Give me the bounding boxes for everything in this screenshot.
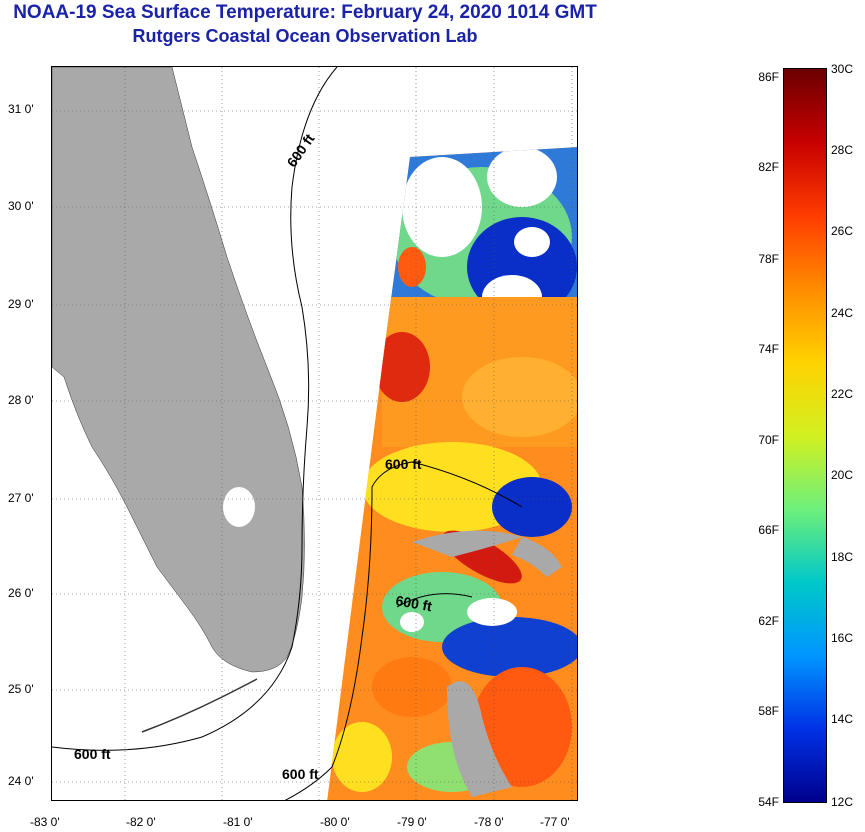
lake-okeechobee <box>223 487 255 527</box>
lon-label: -80 0' <box>320 815 350 829</box>
graticule <box>52 67 577 800</box>
sst-patch <box>442 617 577 677</box>
lon-label: -81 0' <box>223 815 253 829</box>
colorbar-f-label: 66F <box>758 523 779 537</box>
colorbar-f-label: 62F <box>758 614 779 628</box>
colorbar-c-label: 14C <box>831 712 854 726</box>
lon-label: -77 0' <box>540 815 570 829</box>
lat-label: 24 0' <box>8 774 34 788</box>
cloud-mask <box>514 227 550 257</box>
sst-patch <box>472 667 572 787</box>
contour-label: 600 ft <box>282 766 319 782</box>
bahamas-bank <box>412 530 522 557</box>
colorbar-c-label: 22C <box>831 387 854 401</box>
contour-label: 600 ft <box>385 456 422 472</box>
colorbar-c-label: 16C <box>831 631 854 645</box>
lat-label: 28 0' <box>8 393 34 407</box>
colorbar-f-label: 86F <box>758 70 779 84</box>
colorbar-f-label: 74F <box>758 342 779 356</box>
sst-patch <box>398 247 426 287</box>
lon-label: -83 0' <box>30 815 60 829</box>
sst-patch <box>374 332 430 402</box>
lat-label: 30 0' <box>8 199 34 213</box>
colorbar-f-label: 58F <box>758 704 779 718</box>
cloud-mask <box>400 612 424 632</box>
cloud-mask <box>487 147 557 207</box>
cloud-mask <box>402 157 482 257</box>
contour-label: 600 ft <box>74 746 111 762</box>
lat-label: 26 0' <box>8 586 34 600</box>
bahamas-bank <box>447 681 512 797</box>
sst-map: 600 ft 600 ft 600 ft 600 ft 600 ft <box>51 66 578 801</box>
sst-map-canvas: 600 ft 600 ft 600 ft 600 ft 600 ft <box>52 67 577 800</box>
bahamas-bank <box>512 537 562 577</box>
florida-land <box>52 67 305 673</box>
lat-label: 29 0' <box>8 297 34 311</box>
colorbar-f-label: 82F <box>758 160 779 174</box>
colorbar-c-label: 28C <box>831 143 854 157</box>
contour-label: 600 ft <box>394 592 433 614</box>
sst-patch <box>372 657 452 717</box>
colorbar-c-label: 18C <box>831 550 854 564</box>
lat-label: 31 0' <box>8 102 34 116</box>
colorbar-c-label: 26C <box>831 224 854 238</box>
colorbar-c-label: 12C <box>831 795 854 809</box>
contour-label: 600 ft <box>283 131 317 170</box>
colorbar-c-label: 20C <box>831 468 854 482</box>
sst-swath <box>327 147 577 800</box>
lat-label: 25 0' <box>8 682 34 696</box>
map-title: NOAA-19 Sea Surface Temperature: Februar… <box>13 2 597 23</box>
florida-keys <box>141 678 258 733</box>
colorbar-f-label: 54F <box>758 795 779 809</box>
colorbar-c-label: 30C <box>831 62 854 76</box>
sst-patch <box>462 357 577 437</box>
colorbar-c-label: 24C <box>831 306 854 320</box>
cloud-mask <box>467 598 517 626</box>
lat-label: 27 0' <box>8 491 34 505</box>
lon-label: -79 0' <box>397 815 427 829</box>
temperature-colorbar <box>783 68 827 803</box>
sst-patch <box>492 477 572 537</box>
colorbar-f-label: 78F <box>758 252 779 266</box>
sst-patch <box>332 722 392 792</box>
lon-label: -82 0' <box>126 815 156 829</box>
map-subtitle: Rutgers Coastal Ocean Observation Lab <box>132 26 478 46</box>
isobath-600ft <box>52 67 523 800</box>
colorbar-f-label: 70F <box>758 433 779 447</box>
lon-label: -78 0' <box>474 815 504 829</box>
